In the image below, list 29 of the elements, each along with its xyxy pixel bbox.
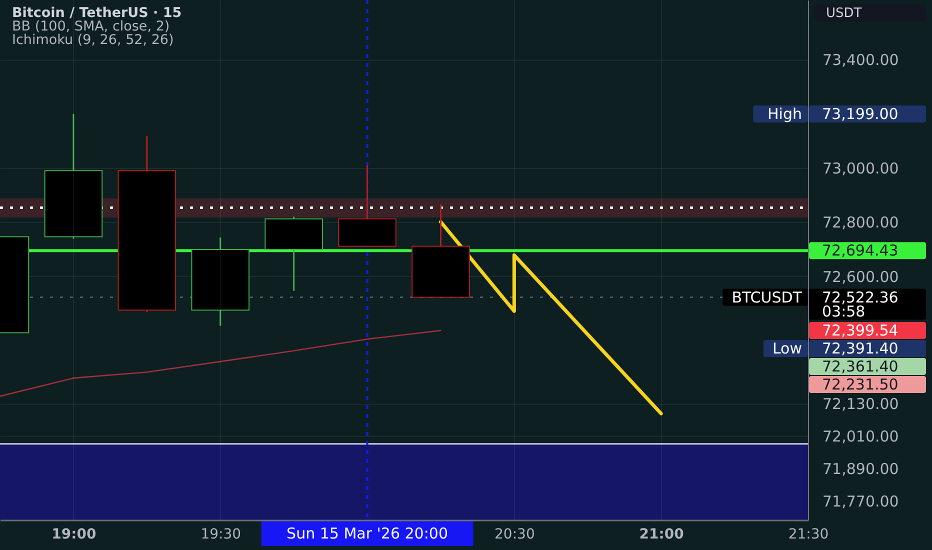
- y-tick-label: 71,890.00: [822, 460, 899, 478]
- text: 72,391.40: [822, 340, 898, 358]
- text: BB (100, SMA, close, 2) Ichimoku (9, 26, 52, 26): [12, 18, 174, 48]
- x-tick-label: 21:30: [788, 526, 829, 542]
- x-tick-label: 19:00: [52, 526, 96, 542]
- y-tick-label: 71,770.00: [822, 492, 899, 511]
- x-tick-label: 21:00: [639, 526, 684, 542]
- text: 72,231.50: [822, 376, 898, 394]
- text: 72,361.40: [822, 358, 898, 376]
- text: 72,522.36: [822, 288, 898, 306]
- y-tick-label: 73,000.00: [822, 159, 899, 178]
- ref-line-label: 72,694.43: [822, 242, 898, 260]
- y-tick-label: 72,600.00: [822, 268, 899, 286]
- text: 72,399.54: [822, 322, 898, 340]
- ref-line-label: Sun 15 Mar '26 20:00: [286, 524, 448, 542]
- line-series: [438, 220, 663, 416]
- y-tick-label: 72,010.00: [822, 428, 899, 446]
- annotation: BTCUSDT: [732, 288, 803, 306]
- x-tick-label: 20:30: [494, 526, 535, 542]
- y-axis-title: USDT: [826, 6, 862, 21]
- text: 73,199.00: [822, 105, 898, 124]
- chart-title: Bitcoin / TetherUS · 15: [12, 5, 182, 21]
- annotation: Low: [772, 340, 802, 358]
- line-series: [0, 330, 442, 397]
- y-tick-label: 73,400.00: [822, 51, 899, 70]
- y-tick-label: 72,800.00: [822, 214, 899, 232]
- annotation: High: [768, 105, 802, 124]
- y-tick-label: 72,130.00: [822, 395, 899, 414]
- x-tick-label: 19:30: [200, 526, 242, 542]
